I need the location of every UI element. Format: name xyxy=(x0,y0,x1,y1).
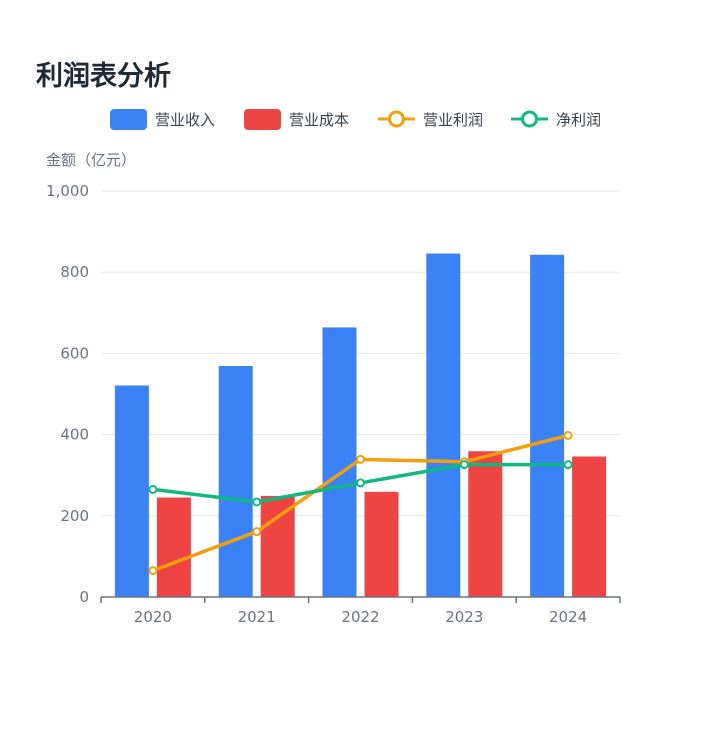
legend-label-营业成本: 营业成本 xyxy=(289,111,349,129)
point-净利润-2023 xyxy=(459,460,469,470)
x-tick-label: 2020 xyxy=(134,608,172,626)
bar-营业成本-2022 xyxy=(364,491,399,597)
point-净利润-2022 xyxy=(356,478,365,488)
legend-label-营业收入: 营业收入 xyxy=(155,111,215,129)
x-tick-label: 2023 xyxy=(445,608,483,626)
bar-营业收入-2022 xyxy=(322,327,357,597)
y-tick-label: 600 xyxy=(60,344,89,362)
x-tick-label: 2024 xyxy=(549,608,587,626)
legend-swatch-营业成本 xyxy=(244,109,281,130)
bar-营业收入-2024 xyxy=(530,254,565,597)
point-营业利润-2022 xyxy=(356,454,365,464)
point-营业利润-2021 xyxy=(252,527,262,537)
bar-营业收入-2020 xyxy=(114,385,149,597)
chart-title: 利润表分析 xyxy=(36,61,171,92)
bar-营业收入-2023 xyxy=(426,253,461,598)
y-tick-label: 0 xyxy=(79,588,89,606)
legend-label-营业利润: 营业利润 xyxy=(423,111,483,129)
x-tick-label: 2022 xyxy=(341,608,379,626)
y-tick-label: 200 xyxy=(60,507,89,525)
y-tick-label: 1,000 xyxy=(46,182,89,200)
legend-label-净利润: 净利润 xyxy=(556,111,601,129)
y-axis-label: 金额（亿元） xyxy=(46,151,136,169)
point-营业利润-2020 xyxy=(148,566,158,576)
bar-营业成本-2023 xyxy=(468,451,503,597)
bar-营业成本-2020 xyxy=(156,497,191,597)
y-tick-label: 400 xyxy=(60,426,89,444)
bar-营业成本-2021 xyxy=(260,495,295,597)
point-净利润-2021 xyxy=(252,497,262,507)
point-净利润-2024 xyxy=(563,460,573,470)
point-净利润-2020 xyxy=(148,484,158,494)
legend-marker-营业利润 xyxy=(388,110,405,128)
bar-营业收入-2021 xyxy=(218,365,253,597)
bar-营业成本-2024 xyxy=(572,456,607,597)
legend-marker-净利润 xyxy=(521,110,538,128)
y-tick-label: 800 xyxy=(60,263,89,281)
legend-swatch-营业收入 xyxy=(110,109,147,130)
x-tick-label: 2021 xyxy=(238,608,276,626)
point-营业利润-2024 xyxy=(563,430,573,440)
